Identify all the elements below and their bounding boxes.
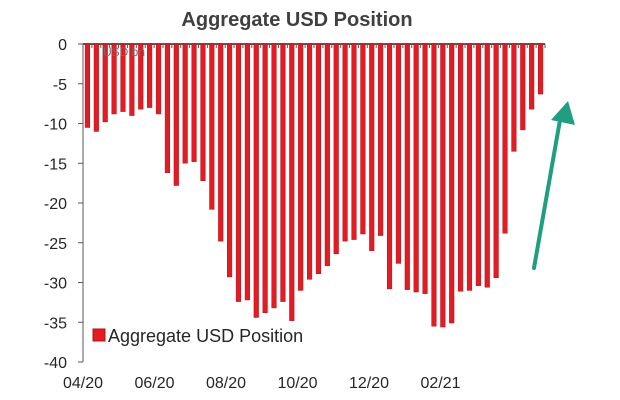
bar — [413, 43, 419, 293]
bar — [209, 43, 215, 210]
y-tick-label: -25 — [44, 236, 67, 253]
y-tick-label: -15 — [44, 156, 67, 173]
bar — [129, 43, 135, 116]
legend-label: Aggregate USD Position — [108, 326, 303, 346]
bar — [191, 43, 197, 162]
bar — [475, 43, 481, 286]
bar — [422, 43, 428, 294]
y-axis: 0 -5 -10 -15 -20 -25 -30 -35 -40 — [44, 37, 84, 372]
y-tick-label: -20 — [44, 196, 67, 213]
x-tick-label: 08/20 — [206, 375, 246, 392]
x-tick-label: 04/20 — [63, 375, 103, 392]
y-tick-label: -10 — [44, 117, 67, 134]
bar — [120, 43, 126, 112]
arrow-shaft — [532, 118, 562, 270]
bar — [360, 43, 366, 235]
bar — [502, 43, 508, 234]
bar — [493, 43, 499, 278]
bar — [484, 43, 490, 288]
bar — [511, 43, 517, 152]
bar — [458, 43, 464, 292]
bar — [138, 43, 144, 110]
legend: Aggregate USD Position — [92, 326, 303, 346]
bar — [449, 43, 455, 324]
bar — [235, 43, 242, 302]
bar — [253, 43, 259, 318]
y-tick-label: 0 — [58, 37, 67, 54]
arrow-head — [551, 101, 575, 125]
bar — [404, 43, 410, 290]
bar — [164, 43, 170, 174]
x-tick-label: 06/20 — [134, 375, 174, 392]
bar — [173, 43, 179, 186]
bar — [289, 43, 295, 321]
bar — [315, 43, 322, 275]
bar — [111, 43, 117, 115]
bar — [378, 43, 384, 236]
up-arrow-annotation — [532, 101, 575, 270]
bar — [182, 43, 188, 164]
bar — [529, 43, 535, 110]
bar — [342, 43, 348, 242]
bar — [147, 43, 153, 108]
bar-series — [84, 43, 544, 328]
y-tick-label: -5 — [53, 77, 67, 94]
bar — [369, 43, 375, 251]
x-tick-label: 10/20 — [277, 375, 317, 392]
y-tick-label: -30 — [44, 276, 67, 293]
bar — [271, 43, 277, 309]
bar — [298, 43, 304, 291]
x-tick-label: 12/20 — [349, 375, 389, 392]
bar — [102, 43, 108, 123]
y-tick-label: -35 — [44, 315, 67, 332]
bar — [227, 43, 233, 278]
bar — [324, 43, 330, 267]
bar — [431, 43, 437, 327]
bar — [155, 43, 162, 115]
bar — [440, 43, 446, 328]
bar — [306, 43, 313, 280]
bar — [537, 43, 544, 95]
y-tick-label: -40 — [44, 355, 67, 372]
legend-swatch — [92, 328, 106, 342]
bar — [84, 43, 91, 128]
bar — [395, 43, 401, 264]
chart-title: Aggregate USD Position — [181, 9, 412, 31]
bar — [218, 43, 224, 242]
bar — [386, 43, 393, 290]
bar — [466, 43, 473, 291]
bar — [333, 43, 339, 255]
bar — [200, 43, 206, 181]
x-tick-label: 02/21 — [420, 375, 460, 392]
bar — [93, 43, 99, 132]
bar — [520, 43, 526, 131]
bar — [351, 43, 357, 240]
bar — [244, 43, 250, 301]
units-label: USD bn — [103, 45, 145, 59]
bar — [262, 43, 268, 313]
bar — [280, 43, 286, 302]
